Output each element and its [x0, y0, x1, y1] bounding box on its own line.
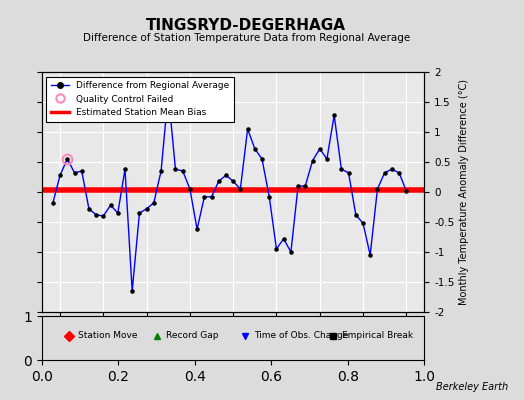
Text: Time of Obs. Change: Time of Obs. Change — [254, 331, 348, 340]
Text: Difference of Station Temperature Data from Regional Average: Difference of Station Temperature Data f… — [83, 33, 410, 43]
Legend: Difference from Regional Average, Quality Control Failed, Estimated Station Mean: Difference from Regional Average, Qualit… — [47, 76, 234, 122]
Y-axis label: Monthly Temperature Anomaly Difference (°C): Monthly Temperature Anomaly Difference (… — [458, 79, 468, 305]
Text: TINGSRYD-DEGERHAGA: TINGSRYD-DEGERHAGA — [146, 18, 346, 34]
Text: Station Move: Station Move — [78, 331, 138, 340]
Text: Record Gap: Record Gap — [166, 331, 219, 340]
Text: Berkeley Earth: Berkeley Earth — [436, 382, 508, 392]
Text: Empirical Break: Empirical Break — [342, 331, 413, 340]
